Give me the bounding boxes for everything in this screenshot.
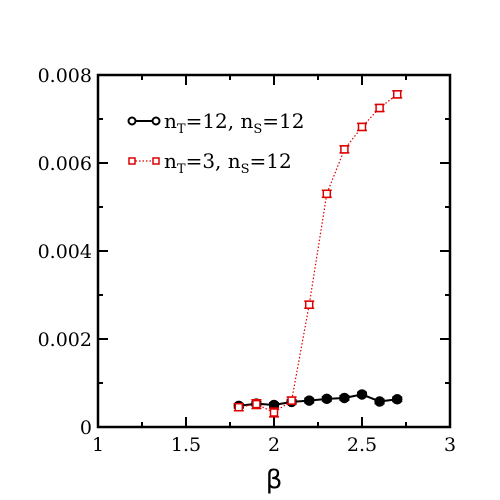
legend-text-part: =12 bbox=[262, 109, 304, 133]
series-line bbox=[238, 393, 398, 407]
data-point bbox=[340, 145, 349, 154]
data-point bbox=[339, 392, 350, 404]
y-tick-label: 0.006 bbox=[38, 153, 92, 175]
plot-frame bbox=[96, 73, 452, 429]
legend-text-part: n bbox=[164, 109, 177, 133]
y-tick-label: 0.008 bbox=[38, 65, 92, 87]
legend-text-part: S bbox=[253, 122, 262, 137]
data-point bbox=[252, 399, 261, 409]
legend-text-part: T bbox=[177, 122, 186, 137]
legend-text-part: T bbox=[177, 162, 186, 177]
legend-text-part: n bbox=[164, 149, 177, 173]
x-tick-label: 1 bbox=[92, 434, 104, 456]
legend-text-part: =3, n bbox=[186, 149, 241, 173]
x-tick-label: 2 bbox=[268, 434, 280, 456]
y-tick-label: 0.002 bbox=[38, 329, 92, 351]
legend-entry-2: nT=3, nS=12 bbox=[128, 149, 292, 177]
data-point bbox=[234, 402, 244, 412]
data-point bbox=[287, 396, 296, 405]
data-point bbox=[269, 408, 279, 417]
data-point bbox=[303, 395, 315, 406]
legend-marker bbox=[151, 116, 161, 126]
data-point bbox=[375, 103, 384, 113]
tick-labels: 1 1.5 2 2.5 3 0 0.002 0.004 0.006 0.008 bbox=[38, 65, 456, 456]
legend-marker bbox=[152, 157, 160, 165]
x-axis-title: β bbox=[266, 465, 283, 495]
legend-label: nT=3, nS=12 bbox=[164, 149, 292, 177]
series-layer bbox=[233, 90, 403, 418]
x-tick-label: 3 bbox=[444, 434, 456, 456]
legend-marker bbox=[128, 157, 136, 165]
legend-label: nT=12, nS=12 bbox=[164, 109, 305, 137]
legend-entry-1: nT=12, nS=12 bbox=[127, 109, 305, 137]
series-2 bbox=[233, 90, 403, 418]
legend-text-part: =12 bbox=[250, 149, 292, 173]
x-tick-label: 1.5 bbox=[171, 434, 201, 456]
data-point bbox=[392, 90, 402, 99]
data-point bbox=[357, 122, 367, 132]
x-tick-label: 2.5 bbox=[347, 434, 377, 456]
data-point bbox=[391, 394, 403, 405]
series-line bbox=[238, 93, 398, 414]
legend-text-part: =12, n bbox=[186, 109, 254, 133]
y-tick-label: 0 bbox=[80, 417, 92, 439]
legend-text-part: S bbox=[241, 162, 250, 177]
data-point bbox=[374, 396, 385, 407]
data-point bbox=[356, 389, 368, 400]
data-point bbox=[304, 300, 314, 309]
y-tick-label: 0.004 bbox=[38, 241, 92, 263]
data-point bbox=[322, 189, 332, 199]
data-point bbox=[321, 393, 333, 405]
legend-marker bbox=[127, 116, 137, 126]
